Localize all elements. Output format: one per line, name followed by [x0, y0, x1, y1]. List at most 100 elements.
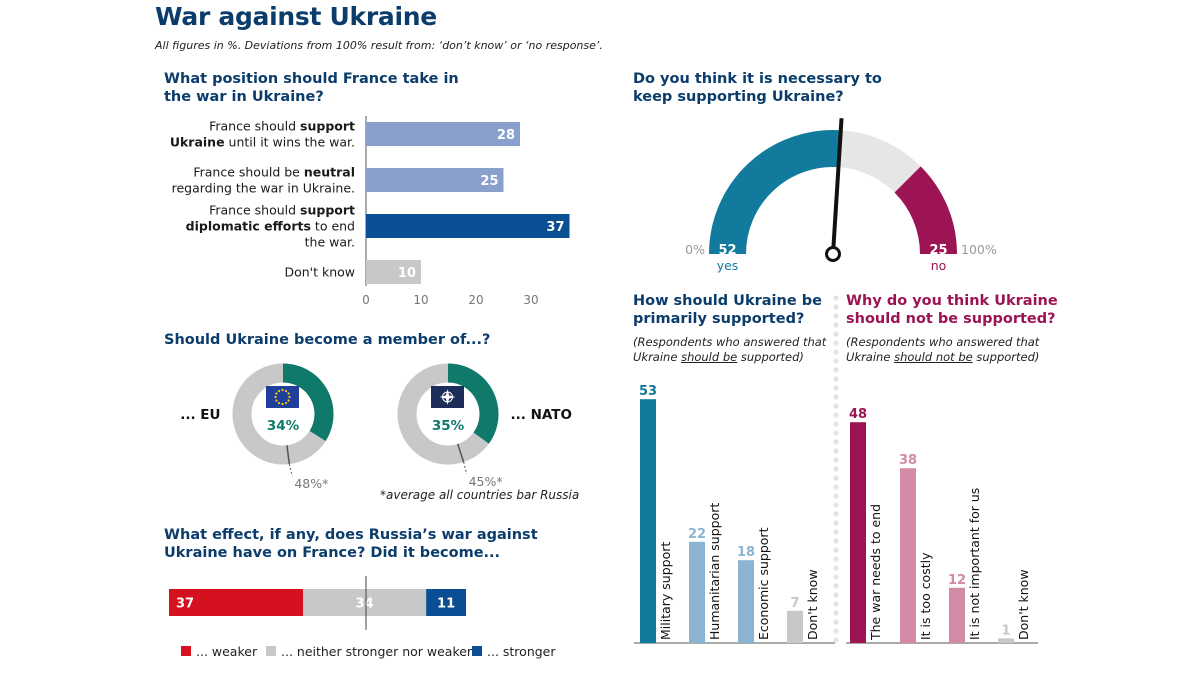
position-tick-label: 30: [523, 293, 538, 307]
effect-segment-value: 34: [356, 597, 374, 612]
position-row-label: France should be neutral: [193, 165, 355, 180]
panel-divider-dot: [833, 403, 839, 409]
note-line: (Respondents who answered that: [633, 335, 833, 350]
panel-divider-dot: [833, 385, 839, 391]
panel-divider-dot: [833, 565, 839, 571]
panel-divider-dot: [833, 493, 839, 499]
note-line: (Respondents who answered that: [846, 335, 1056, 350]
panel-divider-dot: [833, 430, 839, 436]
gauge-undecided-arc: [837, 130, 921, 193]
panel-divider-dot: [833, 358, 839, 364]
no-support-question: Why do you think Ukraine should not be s…: [846, 293, 1058, 327]
gauge-question: Do you think it is necessary to keep sup…: [633, 71, 882, 105]
effect-legend-label: ... weaker: [196, 644, 258, 659]
panel-divider-dot: [833, 475, 839, 481]
position-row-label: diplomatic efforts to end: [186, 219, 355, 234]
note-text: supported): [972, 350, 1040, 364]
gauge-needle: [831, 118, 844, 255]
support-bar-label: Military support: [658, 542, 673, 640]
panel-divider-dot: [833, 601, 839, 607]
panel-divider-dot: [833, 628, 839, 634]
effect-legend-label: ... neither stronger nor weaker: [281, 644, 473, 659]
position-row-label-part: neutral: [304, 165, 355, 180]
panel-divider-dot: [833, 457, 839, 463]
panel-divider-dot: [833, 583, 839, 589]
panel-divider-dot: [833, 538, 839, 544]
panel-divider-dot: [833, 367, 839, 373]
effect-question: What effect, if any, does Russia’s war a…: [164, 527, 538, 561]
position-row-label: regarding the war in Ukraine.: [172, 181, 355, 196]
no-support-bar-value: 12: [948, 573, 966, 588]
donut-value-arc: [282, 363, 334, 442]
eu-star-icon: [287, 392, 290, 395]
eu-flag-icon: [266, 386, 299, 408]
position-row-label-part: diplomatic efforts: [186, 219, 311, 234]
position-row-label-part: France should: [209, 203, 300, 218]
no-support-bar-label: The war needs to end: [868, 504, 883, 641]
position-bar-value: 25: [480, 174, 498, 189]
page-title: War against Ukraine: [155, 2, 437, 31]
panel-divider-dot: [833, 574, 839, 580]
panel-divider-dot: [833, 394, 839, 400]
note-text: supported): [737, 350, 804, 364]
panel-divider-dot: [833, 556, 839, 562]
position-row-label-part: Don't know: [284, 265, 355, 280]
effect-segment-value: 37: [176, 597, 194, 612]
nato-compass-needle-h: [439, 395, 456, 399]
panel-divider-dot: [833, 448, 839, 454]
support-bar-label: Humanitarian support: [707, 503, 722, 640]
no-support-bar-label: It is too costly: [918, 552, 933, 640]
eu-star-icon: [287, 399, 290, 402]
position-tick-label: 20: [468, 293, 483, 307]
no-support-bar-label: It is not important for us: [967, 488, 982, 640]
panel-divider-dot: [833, 295, 839, 301]
position-tick-label: 10: [413, 293, 428, 307]
no-support-bar-label: Don't know: [1016, 569, 1031, 640]
effect-legend-swatch: [266, 646, 276, 656]
support-bar-label: Economic support: [756, 527, 771, 640]
support-bar-label: Don't know: [805, 569, 820, 640]
panel-divider-dot: [833, 619, 839, 625]
note-text: (Respondents who answered that: [633, 335, 827, 349]
position-row-label-part: France should be: [193, 165, 304, 180]
gauge-yes-value: 52: [718, 243, 736, 258]
donut-value-label: 35%: [432, 418, 465, 434]
support-bar-value: 53: [639, 384, 657, 399]
panel-divider-dot: [833, 313, 839, 319]
membership-question: Should Ukraine become a member of...?: [164, 332, 491, 348]
eu-star-icon: [281, 388, 284, 392]
panel-divider-dot: [833, 592, 839, 598]
panel-divider-dot: [833, 304, 839, 310]
eu-star-icon: [284, 401, 288, 405]
position-bar-value: 37: [546, 220, 564, 235]
gauge-no-label: no: [931, 258, 947, 273]
page-subtitle: All figures in %. Deviations from 100% r…: [155, 39, 603, 52]
position-row-label: Don't know: [284, 265, 355, 280]
eu-star-icon: [277, 401, 281, 405]
panel-divider-dot: [833, 331, 839, 337]
position-bar: [366, 122, 520, 146]
position-row-label-part: France should: [209, 119, 300, 134]
effect-segment: [426, 589, 466, 616]
support-question: How should Ukraine be primarily supporte…: [633, 293, 822, 327]
panel-divider-dot: [833, 637, 839, 643]
eu-star-icon: [284, 389, 288, 393]
panel-divider-dot: [833, 412, 839, 418]
eu-star-icon: [277, 389, 281, 393]
panel-divider-dot: [833, 349, 839, 355]
position-row-label-part: Ukraine: [170, 135, 225, 150]
no-support-bar: [900, 468, 916, 643]
support-bar: [689, 541, 705, 643]
gauge-no-arc: [894, 166, 957, 255]
position-bar: [366, 168, 504, 192]
note-text: Ukraine: [846, 350, 895, 364]
eu-star-icon: [288, 395, 291, 399]
effect-segment-value: 11: [437, 597, 455, 612]
donut-average-label: 45%*: [469, 474, 503, 489]
donut-average-marker: [457, 443, 465, 463]
position-row-label-part: until it wins the war.: [225, 135, 355, 150]
support-bar-value: 22: [688, 527, 706, 542]
position-tick-label: 0: [362, 293, 370, 307]
position-row-label-part: the war.: [305, 235, 355, 250]
effect-segment: [303, 589, 427, 616]
